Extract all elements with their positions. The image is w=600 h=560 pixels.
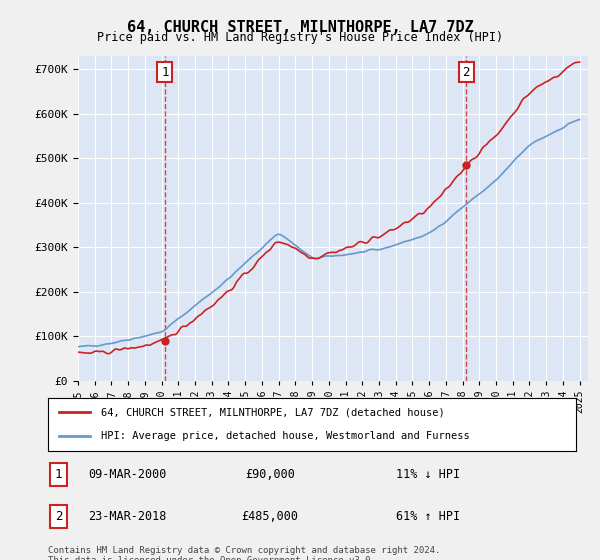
- Text: 61% ↑ HPI: 61% ↑ HPI: [396, 510, 460, 523]
- Text: 64, CHURCH STREET, MILNTHORPE, LA7 7DZ: 64, CHURCH STREET, MILNTHORPE, LA7 7DZ: [127, 20, 473, 35]
- Text: £485,000: £485,000: [241, 510, 298, 523]
- Text: 09-MAR-2000: 09-MAR-2000: [88, 468, 166, 481]
- Text: Price paid vs. HM Land Registry's House Price Index (HPI): Price paid vs. HM Land Registry's House …: [97, 31, 503, 44]
- Text: 2: 2: [463, 66, 470, 79]
- Text: 1: 1: [161, 66, 169, 79]
- Text: 23-MAR-2018: 23-MAR-2018: [88, 510, 166, 523]
- Text: 1: 1: [55, 468, 62, 481]
- Text: £90,000: £90,000: [245, 468, 295, 481]
- Text: 64, CHURCH STREET, MILNTHORPE, LA7 7DZ (detached house): 64, CHURCH STREET, MILNTHORPE, LA7 7DZ (…: [101, 408, 445, 418]
- Text: Contains HM Land Registry data © Crown copyright and database right 2024.
This d: Contains HM Land Registry data © Crown c…: [48, 546, 440, 560]
- Text: HPI: Average price, detached house, Westmorland and Furness: HPI: Average price, detached house, West…: [101, 431, 470, 441]
- Text: 2: 2: [55, 510, 62, 523]
- Text: 11% ↓ HPI: 11% ↓ HPI: [396, 468, 460, 481]
